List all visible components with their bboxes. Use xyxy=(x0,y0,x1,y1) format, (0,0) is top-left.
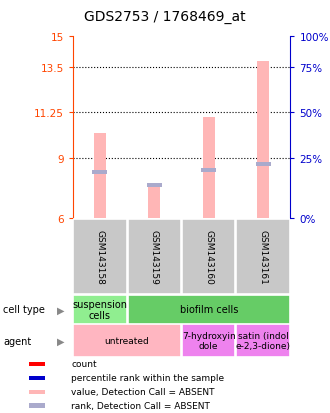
Text: percentile rank within the sample: percentile rank within the sample xyxy=(71,373,224,382)
Bar xyxy=(94,134,106,219)
Text: ▶: ▶ xyxy=(57,305,64,315)
Text: GSM143160: GSM143160 xyxy=(204,230,213,285)
Bar xyxy=(92,171,108,174)
Text: GSM143159: GSM143159 xyxy=(150,230,159,285)
Text: agent: agent xyxy=(3,336,32,346)
Bar xyxy=(73,296,126,324)
Bar xyxy=(257,62,269,219)
Bar xyxy=(201,169,216,173)
Text: 7-hydroxyin
dole: 7-hydroxyin dole xyxy=(182,331,236,350)
Text: suspension
cells: suspension cells xyxy=(72,299,127,320)
Bar xyxy=(73,220,126,294)
Text: GDS2753 / 1768469_at: GDS2753 / 1768469_at xyxy=(84,10,246,24)
Bar xyxy=(255,162,271,166)
Bar xyxy=(29,404,45,408)
Bar xyxy=(73,325,181,357)
Text: GSM143161: GSM143161 xyxy=(259,230,268,285)
Bar xyxy=(147,183,162,188)
Bar xyxy=(29,362,45,366)
Bar xyxy=(128,296,290,324)
Bar xyxy=(29,376,45,380)
Text: biofilm cells: biofilm cells xyxy=(180,305,238,315)
Bar xyxy=(182,220,235,294)
Bar xyxy=(237,220,290,294)
Text: ▶: ▶ xyxy=(57,336,64,346)
Bar xyxy=(182,325,235,357)
Text: count: count xyxy=(71,359,97,368)
Text: satin (indol
e-2,3-dione): satin (indol e-2,3-dione) xyxy=(236,331,291,350)
Bar xyxy=(148,185,160,219)
Text: cell type: cell type xyxy=(3,305,45,315)
Text: GSM143158: GSM143158 xyxy=(95,230,104,285)
Text: value, Detection Call = ABSENT: value, Detection Call = ABSENT xyxy=(71,387,215,396)
Text: untreated: untreated xyxy=(105,336,149,345)
Bar xyxy=(29,389,45,394)
Text: rank, Detection Call = ABSENT: rank, Detection Call = ABSENT xyxy=(71,401,210,410)
Bar xyxy=(203,118,215,219)
Bar xyxy=(237,325,290,357)
Bar xyxy=(128,220,181,294)
